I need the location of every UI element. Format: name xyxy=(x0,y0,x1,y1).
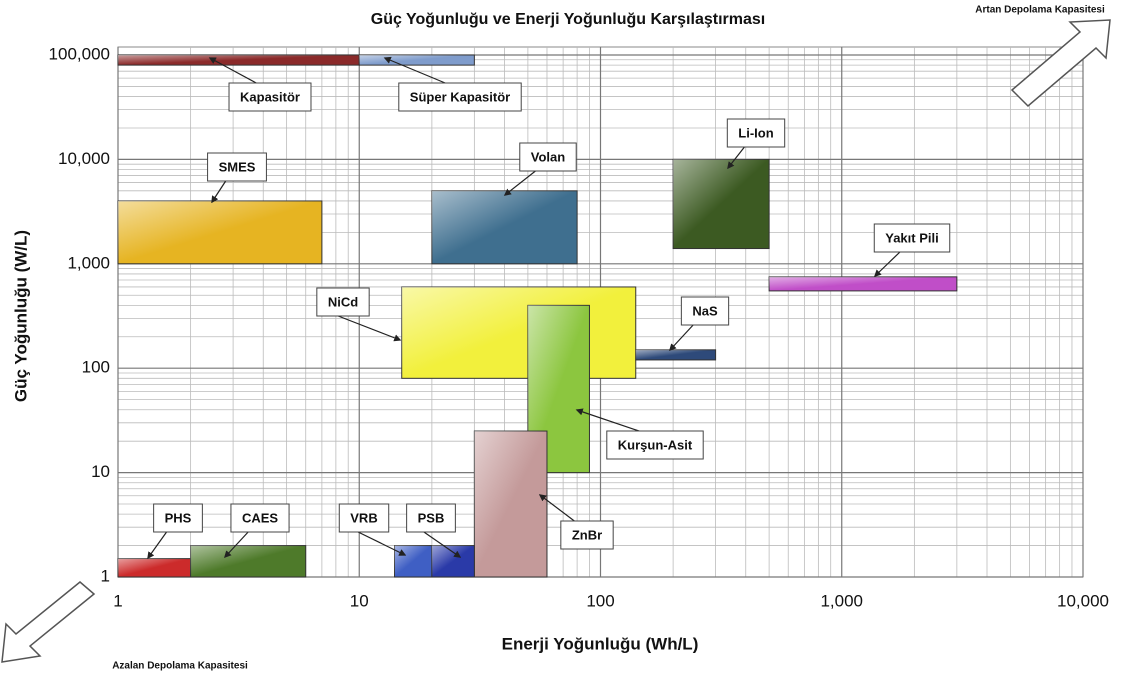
label-arrow xyxy=(420,529,462,558)
range-box xyxy=(431,545,475,578)
series-label: SMES xyxy=(219,159,256,174)
label-box xyxy=(519,142,577,172)
series-label: Li-Ion xyxy=(738,125,773,140)
series-label: Süper Kapasitör xyxy=(410,89,510,104)
x-axis-label: Enerji Yoğunluğu (Wh/L) xyxy=(502,634,699,653)
label-arrow xyxy=(669,322,696,352)
series-label: PHS xyxy=(165,510,192,525)
range-box xyxy=(117,54,360,66)
label-arrow xyxy=(383,56,451,86)
label-arrow xyxy=(727,144,747,170)
series-label: VRB xyxy=(350,510,377,525)
range-box xyxy=(358,54,475,66)
x-tick-label: 1 xyxy=(113,591,122,610)
range-box xyxy=(117,200,323,265)
label-box xyxy=(873,223,951,253)
y-tick-label: 10,000 xyxy=(58,149,110,168)
y-tick-label: 10 xyxy=(91,462,110,481)
range-box xyxy=(768,276,958,292)
series-label: NiCd xyxy=(328,294,358,309)
x-tick-label: 10,000 xyxy=(1057,591,1109,610)
label-box xyxy=(726,118,786,148)
x-tick-label: 1,000 xyxy=(820,591,863,610)
series-label: CAES xyxy=(242,510,278,525)
label-arrow xyxy=(538,494,578,524)
label-arrow xyxy=(332,313,402,342)
label-arrow xyxy=(224,529,251,559)
series-label: Volan xyxy=(531,149,565,164)
label-group: Süper Kapasitör xyxy=(383,56,522,112)
label-box xyxy=(560,520,614,550)
label-box xyxy=(316,287,370,317)
label-box xyxy=(398,82,522,112)
range-box xyxy=(394,545,433,578)
label-box xyxy=(406,503,456,533)
label-group: ZnBr xyxy=(538,494,614,550)
annotation: Azalan Depolama Kapasitesi xyxy=(112,661,248,672)
increase-arrow xyxy=(1010,19,1111,108)
y-tick-label: 1 xyxy=(101,566,110,585)
label-box xyxy=(230,503,290,533)
label-arrow xyxy=(147,529,169,560)
label-group: PHS xyxy=(147,503,203,560)
chart-title: Güç Yoğunluğu ve Enerji Yoğunluğu Karşıl… xyxy=(371,11,765,28)
label-group: CAES xyxy=(224,503,290,559)
label-arrow xyxy=(873,249,903,277)
labels: Kapasitör Süper Kapasitör SMES Volan Li-Ion Y… xyxy=(147,56,951,560)
label-group: VRB xyxy=(338,503,407,556)
x-tick-label: 10 xyxy=(350,591,369,610)
label-box xyxy=(338,503,390,533)
y-tick-label: 1,000 xyxy=(67,253,110,272)
label-arrow xyxy=(211,178,228,204)
x-tick-label: 100 xyxy=(586,591,614,610)
series-label: Yakıt Pili xyxy=(885,230,938,245)
label-box xyxy=(153,503,203,533)
label-group: NiCd xyxy=(316,287,402,342)
label-group: Li-Ion xyxy=(726,118,786,170)
series-label: Kapasitör xyxy=(240,89,300,104)
label-box xyxy=(207,152,267,182)
label-group: Kapasitör xyxy=(208,57,312,112)
label-box xyxy=(680,296,730,326)
series-label: NaS xyxy=(692,303,718,318)
label-group: SMES xyxy=(207,152,267,204)
label-group: NaS xyxy=(669,296,730,352)
range-box xyxy=(672,158,770,250)
label-group: Volan xyxy=(503,142,577,196)
y-tick-label: 100 xyxy=(82,358,110,377)
y-axis-label: Güç Yoğunluğu (W/L) xyxy=(11,230,30,402)
label-group: Yakıt Pili xyxy=(873,223,951,277)
label-group: Kurşun-Asit xyxy=(575,408,704,460)
series-label: PSB xyxy=(418,510,445,525)
decrease-arrow xyxy=(1,581,96,663)
series-label: ZnBr xyxy=(572,527,602,542)
label-arrow xyxy=(208,57,261,86)
label-box xyxy=(228,82,312,112)
label-arrow xyxy=(575,408,646,434)
range-box xyxy=(117,558,192,578)
label-arrow xyxy=(353,529,407,556)
label-arrow xyxy=(503,168,539,196)
range-box xyxy=(190,545,307,578)
range-box xyxy=(473,430,548,578)
y-tick-label: 100,000 xyxy=(49,44,110,63)
range-box xyxy=(431,190,578,265)
series-label: Kurşun-Asit xyxy=(618,437,693,452)
label-group: PSB xyxy=(406,503,462,558)
range-box xyxy=(635,349,717,361)
label-box xyxy=(606,430,704,460)
annotation: Artan Depolama Kapasitesi xyxy=(975,5,1105,16)
range-box xyxy=(401,286,637,379)
